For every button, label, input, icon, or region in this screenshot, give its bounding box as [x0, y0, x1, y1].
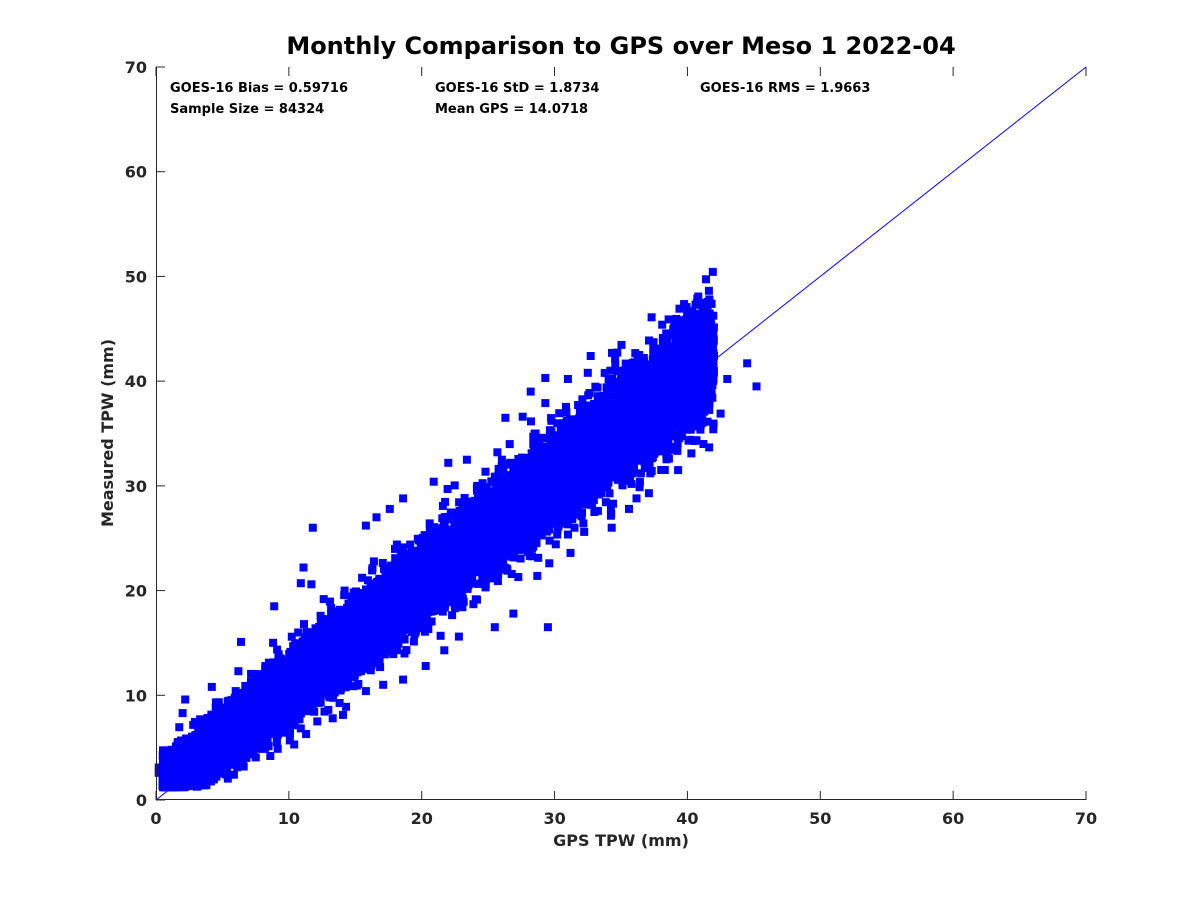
scatter-point — [705, 443, 714, 452]
scatter-point — [341, 683, 350, 692]
scatter-point — [335, 699, 344, 707]
scatter-point — [443, 485, 452, 493]
scatter-point — [578, 395, 587, 404]
scatter-point — [605, 489, 614, 498]
scatter-point — [273, 744, 282, 753]
scatter-point — [708, 267, 717, 276]
scatter-point — [649, 349, 658, 358]
scatter-point — [358, 573, 367, 582]
scatter-point — [368, 566, 377, 575]
scatter-point — [251, 753, 260, 762]
scatter-point — [378, 559, 387, 567]
scatter-point — [450, 481, 459, 490]
scatter-point — [228, 760, 237, 769]
scatter-point — [490, 562, 499, 571]
scatter-point — [600, 368, 609, 377]
scatter-point — [469, 600, 478, 609]
scatter-point — [366, 666, 375, 675]
scatter-point — [709, 425, 718, 434]
scatter-point — [553, 419, 562, 428]
chart-title: Monthly Comparison to GPS over Meso 1 20… — [286, 32, 955, 60]
scatter-point — [635, 477, 644, 486]
scatter-point — [601, 498, 610, 507]
scatter-point — [579, 519, 588, 528]
scatter-point — [261, 664, 270, 673]
scatter-point — [427, 617, 436, 626]
scatter-point — [670, 319, 679, 328]
scatter-point — [527, 417, 535, 426]
scatter-point — [610, 384, 619, 393]
scatter-point — [481, 467, 490, 476]
scatter-point — [458, 603, 467, 612]
scatter-point — [455, 498, 464, 507]
scatter-point — [229, 770, 238, 779]
scatter-point — [285, 736, 294, 745]
scatter-point — [662, 329, 671, 338]
scatter-point — [617, 340, 626, 349]
scatter-point — [436, 631, 445, 640]
scatter-point — [391, 544, 399, 553]
scatter-point — [647, 467, 656, 475]
scatter-point — [287, 632, 296, 641]
scatter-point — [705, 406, 714, 414]
scatter-point — [273, 645, 282, 654]
scatter-point — [497, 455, 506, 464]
scatter-point — [553, 530, 562, 539]
